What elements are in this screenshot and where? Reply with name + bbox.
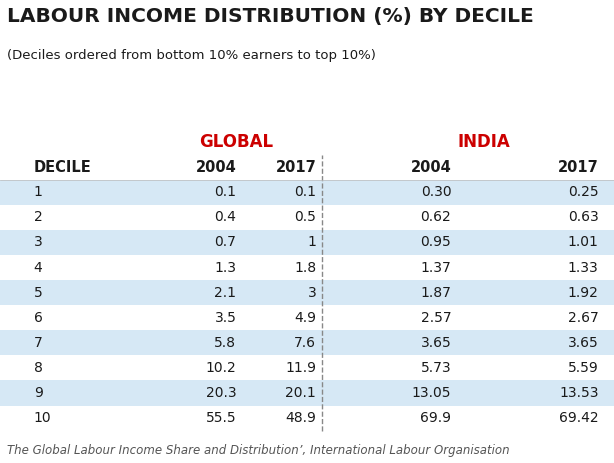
Text: 5.59: 5.59 — [568, 361, 599, 375]
Text: 3.65: 3.65 — [568, 336, 599, 350]
Text: 0.63: 0.63 — [568, 210, 599, 225]
Text: The Global Labour Income Share and Distribution’, International Labour Organisat: The Global Labour Income Share and Distr… — [7, 444, 510, 457]
Bar — [0, 356, 614, 381]
Text: 2004: 2004 — [196, 160, 236, 175]
Bar — [0, 330, 614, 355]
Text: 1: 1 — [308, 236, 316, 250]
Text: 0.62: 0.62 — [421, 210, 451, 225]
Text: 10.2: 10.2 — [206, 361, 236, 375]
Bar — [0, 406, 614, 431]
Text: 7.6: 7.6 — [294, 336, 316, 350]
Text: 3: 3 — [308, 286, 316, 300]
Text: 1.37: 1.37 — [421, 261, 451, 275]
Text: 2017: 2017 — [558, 160, 599, 175]
Text: 0.30: 0.30 — [421, 185, 451, 200]
Text: 11.9: 11.9 — [286, 361, 316, 375]
Text: 48.9: 48.9 — [286, 411, 316, 425]
Bar — [0, 381, 614, 406]
Text: 2.67: 2.67 — [568, 311, 599, 325]
Text: 1.01: 1.01 — [568, 236, 599, 250]
Text: 5.8: 5.8 — [214, 336, 236, 350]
Text: 2: 2 — [34, 210, 42, 225]
Text: 2.57: 2.57 — [421, 311, 451, 325]
Text: 9: 9 — [34, 386, 42, 400]
Text: 13.53: 13.53 — [559, 386, 599, 400]
Text: 8: 8 — [34, 361, 42, 375]
Text: 3.65: 3.65 — [421, 336, 451, 350]
Text: 69.42: 69.42 — [559, 411, 599, 425]
Text: 5: 5 — [34, 286, 42, 300]
Text: 0.7: 0.7 — [214, 236, 236, 250]
Text: 1.3: 1.3 — [214, 261, 236, 275]
Bar — [0, 180, 614, 205]
Text: (Deciles ordered from bottom 10% earners to top 10%): (Deciles ordered from bottom 10% earners… — [7, 49, 376, 62]
Text: 2017: 2017 — [276, 160, 316, 175]
Text: 0.4: 0.4 — [214, 210, 236, 225]
Bar — [0, 230, 614, 255]
Bar — [0, 205, 614, 230]
Text: 4: 4 — [34, 261, 42, 275]
Text: 5.73: 5.73 — [421, 361, 451, 375]
Text: 4.9: 4.9 — [294, 311, 316, 325]
Text: 1.8: 1.8 — [294, 261, 316, 275]
Text: 69.9: 69.9 — [421, 411, 451, 425]
Text: 3: 3 — [34, 236, 42, 250]
Text: 0.5: 0.5 — [294, 210, 316, 225]
Text: 1.92: 1.92 — [568, 286, 599, 300]
Bar — [0, 255, 614, 280]
Text: 1.33: 1.33 — [568, 261, 599, 275]
Text: 20.1: 20.1 — [286, 386, 316, 400]
Text: 6: 6 — [34, 311, 42, 325]
Text: 20.3: 20.3 — [206, 386, 236, 400]
Text: LABOUR INCOME DISTRIBUTION (%) BY DECILE: LABOUR INCOME DISTRIBUTION (%) BY DECILE — [7, 7, 534, 26]
Text: INDIA: INDIA — [457, 133, 510, 151]
Text: 0.1: 0.1 — [294, 185, 316, 200]
Text: 7: 7 — [34, 336, 42, 350]
Text: 0.1: 0.1 — [214, 185, 236, 200]
Text: 0.95: 0.95 — [421, 236, 451, 250]
Text: GLOBAL: GLOBAL — [200, 133, 273, 151]
Text: 1: 1 — [34, 185, 42, 200]
Bar — [0, 280, 614, 305]
Text: DECILE: DECILE — [34, 160, 91, 175]
Text: 0.25: 0.25 — [568, 185, 599, 200]
Text: 3.5: 3.5 — [214, 311, 236, 325]
Text: 1.87: 1.87 — [421, 286, 451, 300]
Text: 55.5: 55.5 — [206, 411, 236, 425]
Text: 2.1: 2.1 — [214, 286, 236, 300]
Text: 10: 10 — [34, 411, 52, 425]
Bar — [0, 305, 614, 330]
Text: 2004: 2004 — [411, 160, 451, 175]
Text: 13.05: 13.05 — [412, 386, 451, 400]
